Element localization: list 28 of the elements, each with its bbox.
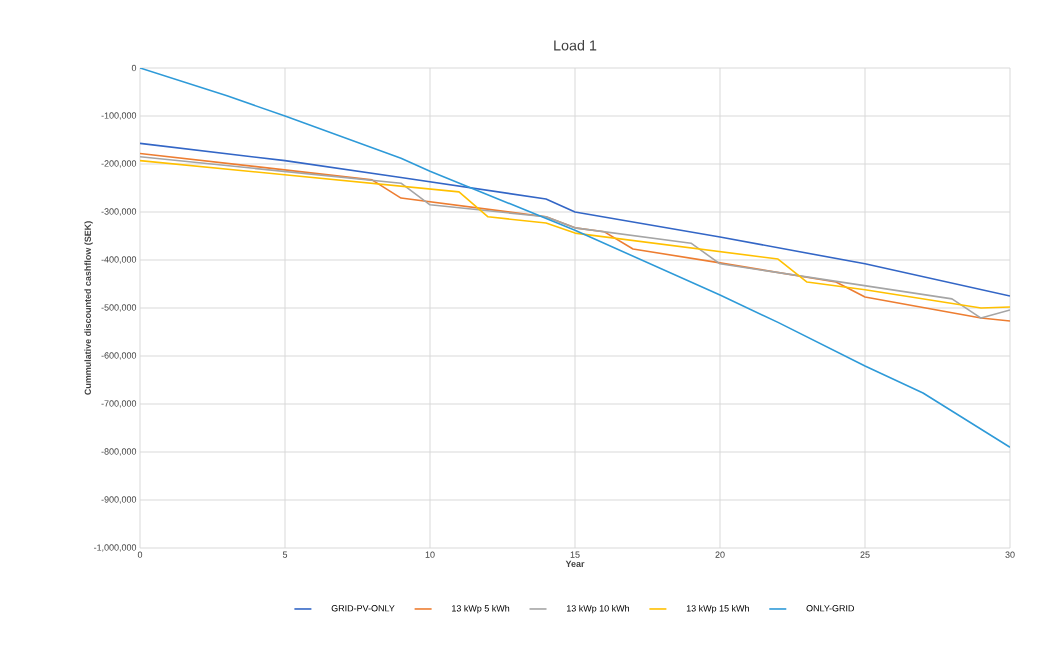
- legend-label: ONLY-GRID: [806, 605, 854, 612]
- legend-label: 13 kWp 15 kWh: [686, 604, 749, 614]
- chart-title: Load 1: [554, 40, 597, 51]
- y-tick-label: -600,000: [101, 352, 137, 360]
- y-tick-label: -200,000: [101, 160, 137, 168]
- legend-label: 13 kWp 10 kWh: [567, 604, 630, 614]
- y-tick-label: -400,000: [101, 256, 137, 264]
- y-tick-label: -100,000: [101, 112, 137, 120]
- x-tick-label: 15: [570, 551, 580, 558]
- y-tick-label: -500,000: [101, 304, 137, 312]
- legend-label: GRID-PV-ONLY: [331, 605, 395, 612]
- y-tick-label: -700,000: [101, 400, 137, 408]
- line-series: [140, 68, 1011, 448]
- y-tick-label: -300,000: [101, 208, 137, 216]
- x-tick-label: 30: [1005, 551, 1015, 558]
- x-tick-label: 0: [137, 551, 143, 558]
- x-tick-label: 10: [425, 551, 435, 558]
- y-axis-title: Cummulative discounted cashflow (SEK): [84, 221, 93, 395]
- y-tick-label: 0: [131, 64, 137, 72]
- x-tick-label: 5: [282, 551, 288, 558]
- y-tick-label: -800,000: [101, 448, 137, 456]
- line-series: [140, 142, 1011, 297]
- y-tick-label: -1,000,000: [94, 544, 137, 552]
- x-axis-title: Year: [565, 560, 585, 567]
- x-tick-label: 20: [715, 551, 725, 558]
- y-tick-label: -900,000: [101, 496, 137, 504]
- legend-label: 13 kWp 5 kWh: [452, 604, 510, 614]
- x-tick-label: 25: [860, 551, 870, 558]
